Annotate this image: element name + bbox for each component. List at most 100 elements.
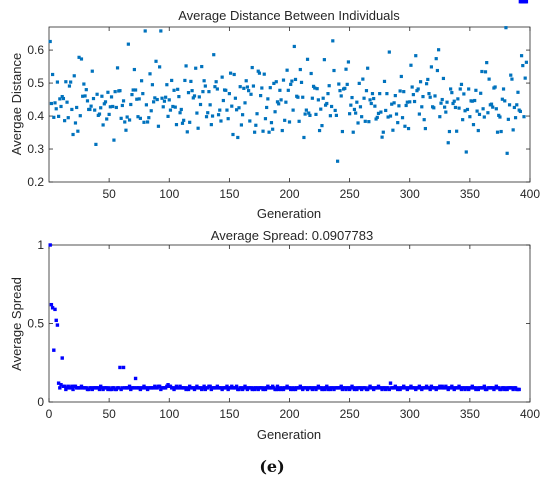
- data-point-distance: [293, 77, 298, 82]
- data-point-distance: [456, 97, 460, 101]
- data-point-distance: [439, 101, 443, 105]
- data-point-spread: [482, 384, 487, 388]
- data-point-distance: [257, 71, 262, 75]
- data-point-distance: [158, 65, 162, 69]
- data-point-distance: [213, 85, 217, 89]
- data-point-distance: [155, 97, 159, 102]
- data-point-distance: [329, 104, 334, 109]
- data-point-distance: [307, 111, 311, 115]
- data-point-distance: [406, 126, 411, 131]
- data-point-distance: [154, 59, 158, 63]
- data-point-distance: [296, 95, 300, 99]
- data-point-distance: [397, 104, 401, 108]
- x-tick-label-spread: 150: [219, 407, 239, 421]
- data-point-distance: [58, 97, 62, 101]
- data-point-distance: [82, 82, 86, 86]
- data-point-distance: [378, 92, 382, 96]
- data-point-distance: [49, 101, 53, 106]
- data-point-distance: [297, 119, 301, 123]
- x-axis-distance: 50 100 150 200 250 300 350 400: [102, 27, 540, 201]
- data-point-distance: [233, 96, 237, 100]
- data-point-distance: [251, 84, 256, 88]
- data-point-spread: [118, 365, 122, 370]
- data-point-distance: [83, 94, 87, 98]
- figure-caption-label: (e): [259, 457, 284, 476]
- data-point-distance: [124, 128, 128, 132]
- y-tick-label-distance: 0.2: [27, 175, 44, 189]
- data-point-distance: [327, 84, 331, 88]
- x-axis-label-distance: Generation: [257, 206, 321, 221]
- data-point-spread: [59, 383, 63, 387]
- data-point-distance: [367, 120, 371, 124]
- data-points-spread: [48, 0, 529, 392]
- data-point-distance: [321, 96, 325, 100]
- data-point-distance: [279, 98, 283, 102]
- data-point-distance: [244, 79, 248, 83]
- data-point-distance: [94, 142, 98, 146]
- chart-title-distance: Average Distance Between Individuals: [178, 8, 400, 23]
- data-point-distance: [153, 96, 157, 100]
- data-point-distance: [417, 112, 421, 116]
- data-point-distance: [210, 114, 215, 118]
- data-point-distance: [57, 114, 61, 118]
- data-point-distance: [130, 93, 134, 97]
- data-point-spread: [208, 384, 212, 388]
- data-point-distance: [501, 87, 506, 91]
- data-point-spread: [274, 387, 278, 392]
- data-point-distance: [369, 101, 373, 106]
- data-point-spread: [70, 384, 74, 388]
- data-point-spread: [55, 323, 60, 327]
- data-point-distance: [90, 69, 94, 73]
- data-point-distance: [189, 79, 193, 84]
- data-point-distance: [368, 98, 372, 102]
- data-point-distance: [291, 108, 295, 112]
- data-point-distance: [491, 105, 495, 109]
- data-point-distance: [230, 104, 234, 108]
- data-point-distance: [512, 105, 516, 110]
- data-point-distance: [226, 117, 230, 121]
- data-point-distance: [393, 94, 397, 98]
- data-point-distance: [308, 113, 312, 117]
- data-point-distance: [299, 80, 304, 84]
- data-point-distance: [467, 87, 471, 91]
- data-point-distance: [493, 85, 497, 89]
- data-point-distance: [438, 115, 442, 119]
- data-point-distance: [198, 102, 203, 107]
- data-point-distance: [224, 88, 228, 92]
- data-point-distance: [280, 128, 284, 133]
- data-point-distance: [171, 104, 175, 109]
- data-point-distance: [75, 105, 79, 110]
- data-point-distance: [141, 92, 145, 96]
- data-point-distance: [497, 113, 501, 117]
- data-point-distance: [426, 77, 430, 82]
- data-point-distance: [208, 103, 212, 107]
- data-point-distance: [249, 92, 253, 96]
- data-point-spread: [157, 384, 162, 388]
- data-point-distance: [320, 124, 324, 128]
- data-point-distance: [447, 129, 452, 134]
- data-point-spread: [225, 384, 229, 388]
- data-point-distance: [106, 90, 110, 94]
- data-point-distance: [241, 113, 245, 117]
- x-tick-label-spread: 350: [460, 407, 480, 421]
- data-point-spread: [202, 384, 206, 388]
- data-point-distance: [99, 106, 103, 110]
- x-tick-label-distance: 150: [219, 187, 239, 201]
- data-point-spread: [325, 384, 329, 388]
- data-point-distance: [513, 116, 518, 120]
- data-point-distance: [204, 115, 209, 119]
- x-tick-label-spread: 50: [102, 407, 116, 421]
- data-point-spread: [58, 386, 62, 390]
- data-point-distance: [262, 72, 266, 76]
- data-point-distance: [197, 95, 201, 99]
- y-axis-distance: 0.2 0.3 0.4 0.5 0.6: [27, 43, 530, 189]
- data-point-distance: [277, 102, 281, 106]
- data-point-distance: [216, 113, 221, 117]
- data-point-distance: [112, 138, 116, 142]
- data-point-distance: [477, 112, 482, 116]
- data-point-spread: [54, 318, 58, 323]
- data-point-distance: [191, 96, 195, 100]
- data-point-distance: [385, 92, 389, 96]
- data-point-distance: [396, 121, 400, 125]
- data-point-distance: [287, 120, 292, 124]
